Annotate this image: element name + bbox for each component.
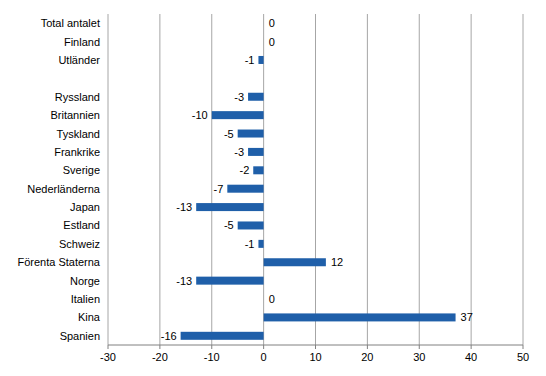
bar: [258, 240, 263, 248]
bar: [264, 258, 326, 266]
tick-label: -20: [152, 351, 168, 363]
bar: [181, 332, 264, 340]
data-label: -1: [245, 238, 255, 250]
bar: [238, 130, 264, 138]
data-label: -7: [214, 183, 224, 195]
tick-mark: [471, 345, 472, 349]
category-label: Frankrike: [54, 146, 100, 158]
bar: [263, 19, 264, 27]
grid-line: [419, 14, 420, 345]
bars: [181, 19, 456, 340]
grid-line: [315, 14, 316, 345]
data-label: 12: [331, 256, 343, 268]
bar: [196, 203, 263, 211]
data-label: 0: [269, 36, 275, 48]
tick-mark: [211, 345, 212, 349]
data-label: -13: [176, 201, 192, 213]
data-label: 0: [269, 17, 275, 29]
data-label: -2: [239, 164, 249, 176]
category-label: Britannien: [50, 109, 100, 121]
category-label: Spanien: [60, 330, 100, 342]
tick-mark: [108, 345, 109, 349]
tick-mark: [523, 345, 524, 349]
category-label: Kina: [78, 311, 101, 323]
category-label: Finland: [64, 36, 100, 48]
data-label: 0: [269, 293, 275, 305]
tick-mark: [367, 345, 368, 349]
tick-mark: [315, 345, 316, 349]
bar: [248, 148, 264, 156]
category-label: Italien: [71, 293, 100, 305]
category-label: Estland: [63, 219, 100, 231]
tick-label: -30: [100, 351, 116, 363]
category-label: Utländer: [58, 54, 100, 66]
bar: [238, 221, 264, 229]
category-label: Schweiz: [59, 238, 100, 250]
tick-label: -10: [204, 351, 220, 363]
category-label: Nederländerna: [27, 183, 101, 195]
category-label: Ryssland: [55, 91, 100, 103]
category-label: Tyskland: [57, 128, 100, 140]
tick-label: 10: [309, 351, 321, 363]
data-label: -1: [245, 54, 255, 66]
bar: [264, 313, 456, 321]
data-label: -5: [224, 219, 234, 231]
grid-line: [159, 14, 160, 345]
data-label: -13: [176, 275, 192, 287]
bar: [227, 185, 263, 193]
grid-line: [367, 14, 368, 345]
tick-label: 30: [413, 351, 425, 363]
bar: [253, 166, 263, 174]
grid-line: [523, 14, 524, 345]
bar: [212, 111, 264, 119]
tick-mark: [263, 345, 264, 349]
chart: -30-20-1001020304050Total antalet0Finlan…: [0, 0, 546, 376]
chart-container: -30-20-1001020304050Total antalet0Finlan…: [0, 0, 546, 376]
category-label: Förenta Staterna: [17, 256, 100, 268]
data-label: -3: [234, 91, 244, 103]
data-label: -16: [161, 330, 177, 342]
bar: [263, 38, 264, 46]
category-label: Norge: [70, 275, 100, 287]
category-label: Sverige: [63, 164, 100, 176]
tick-label: 40: [465, 351, 477, 363]
category-label: Japan: [70, 201, 100, 213]
bar: [258, 56, 263, 64]
data-label: -3: [234, 146, 244, 158]
tick-label: 20: [361, 351, 373, 363]
data-label: 37: [461, 311, 473, 323]
grid-line: [471, 14, 472, 345]
tick-mark: [419, 345, 420, 349]
bar: [196, 277, 263, 285]
grid-line: [108, 14, 109, 345]
tick-label: 0: [261, 351, 267, 363]
data-label: -10: [192, 109, 208, 121]
category-label: Total antalet: [41, 17, 100, 29]
tick-mark: [159, 345, 160, 349]
grid-line: [211, 14, 212, 345]
bar: [263, 295, 264, 303]
tick-label: 50: [517, 351, 529, 363]
data-label: -5: [224, 128, 234, 140]
bar: [248, 93, 264, 101]
